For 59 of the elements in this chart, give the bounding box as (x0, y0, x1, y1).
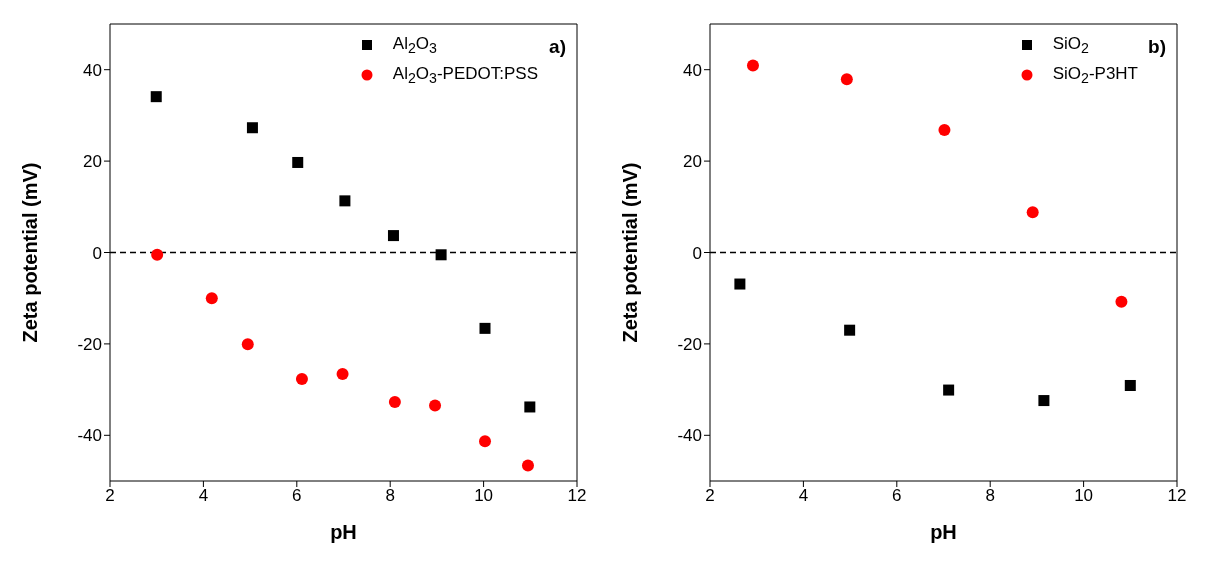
y-tick-label: 20 (83, 152, 102, 172)
annotation: b) (1148, 36, 1166, 58)
point (336, 368, 349, 381)
point (1115, 295, 1128, 308)
point (429, 399, 442, 412)
x-axis-title: pH (330, 521, 357, 543)
point (1038, 395, 1050, 407)
point (435, 249, 447, 261)
legend-label: SiO$_{2}$-P3HT (1052, 63, 1138, 87)
x-tick-label: 12 (567, 486, 587, 506)
x-tick-label: 10 (1074, 486, 1094, 506)
y-tick-label: -40 (677, 426, 702, 446)
legend-label: SiO$_{2}$ (1052, 33, 1089, 57)
point (521, 459, 534, 472)
point (938, 124, 951, 137)
x-tick-label: 2 (105, 486, 115, 506)
x-tick-label: 6 (892, 486, 902, 506)
point (1026, 206, 1039, 219)
point (150, 91, 162, 103)
y-axis-title: Zeta potential (mV) (619, 162, 642, 343)
x-tick-label: 4 (798, 486, 809, 506)
x-tick-label: 8 (985, 486, 995, 506)
y-tick-label: 40 (683, 60, 702, 80)
point (339, 195, 351, 207)
point (241, 338, 254, 351)
point (479, 322, 491, 334)
point (387, 230, 399, 242)
point (840, 73, 853, 86)
point (524, 401, 536, 413)
point (292, 156, 304, 168)
y-tick-label: 20 (683, 152, 702, 172)
x-tick-label: 10 (474, 486, 494, 506)
annotation: a) (549, 36, 566, 58)
x-tick-label: 8 (385, 486, 395, 506)
point (151, 248, 164, 261)
point (1124, 379, 1136, 391)
point (246, 122, 258, 134)
y-tick-label: 0 (92, 243, 102, 263)
x-tick-label: 12 (1167, 486, 1187, 506)
point (479, 435, 491, 448)
point (295, 373, 308, 386)
y-tick-label: -20 (677, 334, 702, 354)
point (746, 59, 759, 72)
point (205, 292, 218, 305)
point (844, 324, 856, 336)
legend-label: Al$_{2}$O$_{3}$-PEDOT:PSS (392, 63, 538, 87)
x-tick-label: 4 (198, 486, 209, 506)
x-tick-label: 6 (292, 486, 302, 506)
point (388, 395, 401, 408)
point (943, 384, 955, 396)
x-axis-title: pH (930, 521, 957, 543)
x-tick-label: 2 (705, 486, 715, 506)
y-tick-label: 0 (692, 243, 702, 263)
y-tick-label: -40 (77, 426, 102, 446)
y-tick-label: 40 (83, 60, 102, 80)
legend-label: Al$_{2}$O$_{3}$ (392, 33, 437, 57)
y-axis-title: Zeta potential (mV) (19, 162, 42, 343)
y-tick-label: -20 (77, 334, 102, 354)
point (734, 278, 746, 290)
